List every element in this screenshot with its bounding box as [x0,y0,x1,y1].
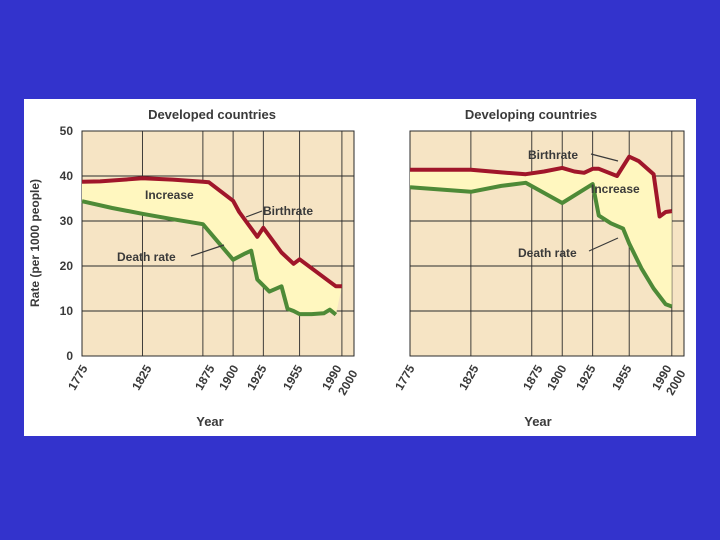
developed-countries-chart: Developed countries Rate (per 1000 peopl… [28,107,361,429]
death-rate-line [409,180,673,309]
death-rate-pointer [190,244,225,257]
x-tick-label: 1900 [544,362,570,392]
y-axis-label: Rate (per 1000 people) [28,179,42,307]
x-tick-label: 1875 [520,362,546,392]
increase-area [410,156,672,307]
birthrate-pointer [245,210,263,218]
y-tick-labels: 0 10 20 30 40 50 [60,124,74,363]
x-tick-label: 1925 [244,362,270,392]
birthrate-annotation: Birthrate [528,148,578,162]
x-tick-label: 1900 [216,362,242,392]
annotations: Increase Birthrate Death rate [117,188,313,264]
y-tick-label: 30 [60,214,74,228]
death-rate-pointer [588,237,619,252]
x-tick-label: 1825 [129,362,155,392]
increase-area [82,178,342,315]
y-tick-label: 40 [60,169,74,183]
x-tick-labels: 1775 1825 1875 1900 1925 1955 1990 2000 [65,362,361,397]
figure: Developed countries Rate (per 1000 peopl… [28,107,689,429]
x-tick-label: 1775 [392,362,418,392]
increase-annotation: Increase [591,182,640,196]
x-axis-label: Year [196,414,223,429]
y-tick-label: 50 [60,124,74,138]
birthrate-line [410,154,673,219]
annotations: Birthrate Increase Death rate [518,148,640,260]
birthrate-annotation: Birthrate [263,204,313,218]
developing-countries-chart: Developing countries 1775 1825 1875 1900… [392,107,689,429]
x-tick-label: 1925 [573,362,599,392]
x-tick-label: 1775 [65,362,91,392]
y-tick-label: 10 [60,304,74,318]
chart-title: Developed countries [148,107,276,122]
y-tick-label: 20 [60,259,74,273]
x-tick-label: 1875 [192,362,218,392]
birthrate-line [81,176,342,289]
x-tick-labels: 1775 1825 1875 1900 1925 1955 1990 2000 [392,362,689,397]
x-tick-label: 1955 [280,362,306,392]
death-rate-annotation: Death rate [117,250,176,264]
increase-annotation: Increase [145,188,194,202]
death-rate-line [81,199,338,317]
death-rate-annotation: Death rate [518,246,577,260]
y-tick-label: 0 [66,349,73,363]
x-axis-label: Year [524,414,551,429]
x-tick-label: 1955 [609,362,635,392]
chart-title: Developing countries [465,107,597,122]
birthrate-pointer [590,153,619,162]
x-tick-label: 1825 [456,362,482,392]
slide-panel: Developed countries Rate (per 1000 peopl… [24,99,696,436]
